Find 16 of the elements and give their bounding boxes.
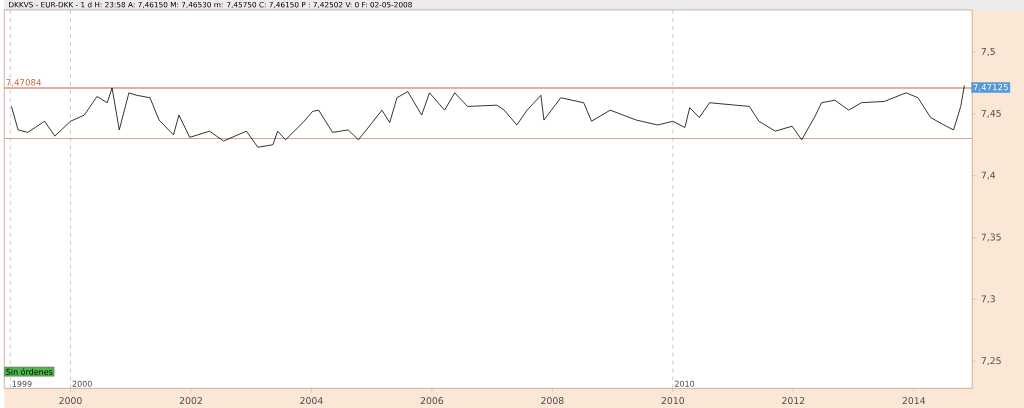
- x-tick-label: 2006: [420, 396, 444, 404]
- y-tick-label: 7,45: [981, 109, 1001, 118]
- y-tick-label: 7,5: [981, 47, 995, 56]
- ref-line-label: 7,47084: [6, 78, 42, 87]
- annotation: 7,47125: [973, 83, 1008, 92]
- x-tick-label: 2002: [179, 396, 202, 404]
- x-tick-label: 2008: [541, 396, 564, 404]
- x-tick-label: 2012: [782, 396, 805, 404]
- x-tick-label: 2004: [300, 396, 323, 404]
- x-tick-label: 2010: [661, 396, 685, 404]
- x-tick-label: 2014: [902, 396, 926, 404]
- x-tick-label: 2000: [59, 396, 82, 404]
- y-tick-label: 7,25: [981, 357, 1001, 366]
- y-tick-label: 7,35: [981, 233, 1001, 242]
- y-tick-label: 7,4: [981, 171, 996, 180]
- y-tick-label: 7,3: [981, 295, 995, 304]
